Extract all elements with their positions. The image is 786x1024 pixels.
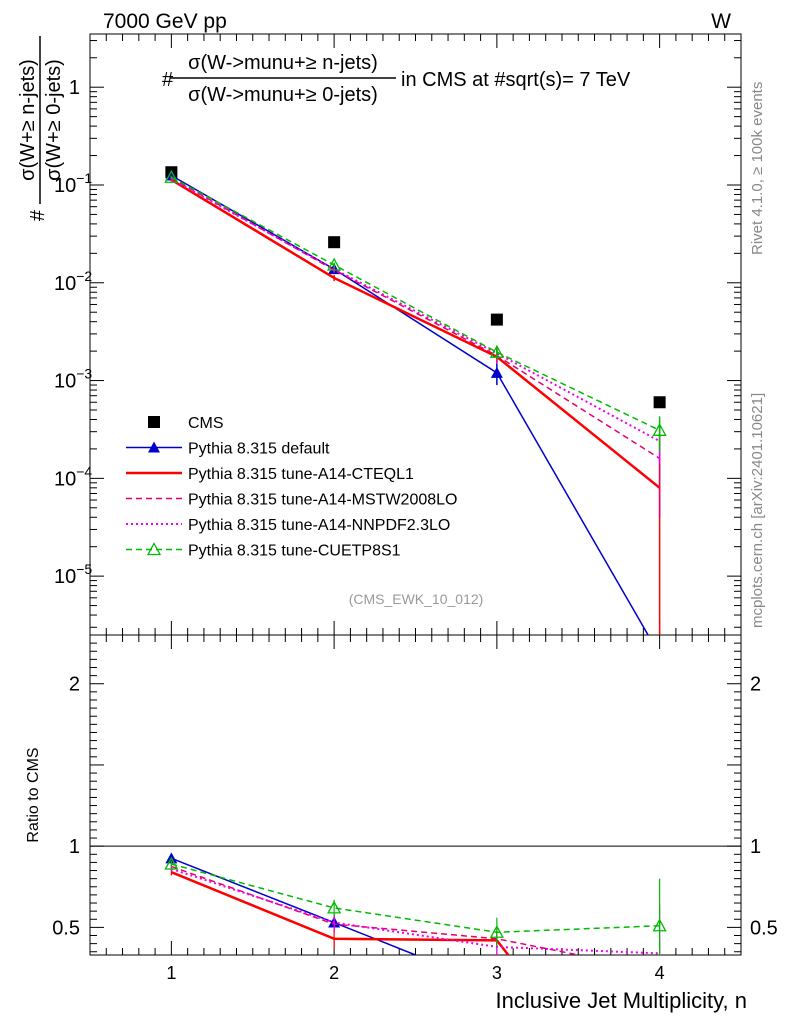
main-title: # σ(W->munu+≥ n-jets) σ(W->munu+≥ 0-jets… <box>162 52 631 106</box>
svg-text:σ(W->munu+≥ n-jets): σ(W->munu+≥ n-jets) <box>188 52 378 74</box>
ratio-series-pythia-8-315-tune-cuetp8s1 <box>164 856 667 955</box>
ratio-series <box>164 852 667 955</box>
y-tick-label: 10−5 <box>54 561 92 588</box>
data-point-marker <box>489 924 504 938</box>
data-point-marker <box>490 366 503 378</box>
legend-label: Pythia 8.315 tune-A14-MSTW2008LO <box>188 492 457 509</box>
y-tick-label: 10−2 <box>54 268 92 295</box>
ratio-y-tick-label: 1 <box>69 836 80 858</box>
data-point-marker <box>328 236 341 249</box>
series-line <box>171 177 661 460</box>
x-tick-label: 2 <box>329 963 339 983</box>
series-line <box>171 174 649 635</box>
legend-label: Pythia 8.315 tune-A14-NNPDF2.3LO <box>188 517 450 534</box>
data-point-marker <box>146 542 162 556</box>
y-tick-label: 10−3 <box>54 366 92 393</box>
legend-entry: Pythia 8.315 tune-A14-MSTW2008LO <box>126 492 457 509</box>
x-tick-label: 4 <box>655 963 665 983</box>
svg-text:in CMS at #sqrt(s)= 7 TeV: in CMS at #sqrt(s)= 7 TeV <box>401 69 631 91</box>
data-point-marker <box>327 900 342 914</box>
series-pythia-8-315-tune-cuetp8s1 <box>164 169 667 452</box>
data-point-marker <box>164 856 179 870</box>
legend-label: Pythia 8.315 tune-A14-CTEQL1 <box>188 466 414 483</box>
y-axis-label: σ(W+≥ n-jets) σ(W+≥ 0-jets) # <box>17 36 65 221</box>
y-tick-label: 1 <box>69 77 80 99</box>
ratio-line <box>171 857 416 955</box>
analysis-tag: (CMS_EWK_10_012) <box>349 591 484 607</box>
series-pythia-8-315-default <box>165 169 649 635</box>
main-series <box>164 166 667 635</box>
legend-marker <box>148 416 160 428</box>
y-tick-label: 10−1 <box>54 170 92 197</box>
legend-entry: Pythia 8.315 tune-CUETP8S1 <box>126 542 401 560</box>
ratio-y-axis-label: Ratio to CMS <box>25 747 42 842</box>
data-point-marker <box>327 257 342 271</box>
svg-text:σ(W->munu+≥ 0-jets): σ(W->munu+≥ 0-jets) <box>188 84 378 106</box>
rivet-label: Rivet 4.1.0, ≥ 100k events <box>749 82 766 255</box>
ratio-y-tick-label-right: 0.5 <box>750 917 778 939</box>
svg-text:σ(W+≥ 0-jets): σ(W+≥ 0-jets) <box>43 59 65 181</box>
x-axis-label: Inclusive Jet Multiplicity, n <box>496 988 747 1013</box>
ratio-y-tick-label-right: 2 <box>750 674 761 696</box>
legend-label: Pythia 8.315 tune-CUETP8S1 <box>188 543 401 560</box>
data-point-marker <box>489 344 504 358</box>
ratio-y-tick-label: 0.5 <box>52 917 80 939</box>
legend: CMS Pythia 8.315 default Pythia 8.315 tune… <box>126 415 457 560</box>
data-point-marker <box>490 313 503 326</box>
series-line <box>170 178 661 443</box>
legend-label: CMS <box>188 415 224 432</box>
data-point-marker <box>148 441 160 453</box>
axis-ticks: 1 10−1 10−2 10−3 10−4 10−5 1 2 3 4 0.5 0.5 1 1 2 2 <box>52 34 778 983</box>
ratio-y-tick-label-right: 1 <box>750 836 761 858</box>
ratio-y-tick-label: 2 <box>69 674 80 696</box>
legend-entry: CMS <box>148 415 224 432</box>
process-label: W <box>711 10 731 33</box>
energy-label: 7000 GeV pp <box>103 10 227 33</box>
x-tick-label: 1 <box>166 963 176 983</box>
data-point-marker <box>652 918 667 932</box>
ratio-series-pythia-8-315-tune-a14-nnpdf2-3lo <box>170 865 661 955</box>
ratio-line <box>171 865 579 955</box>
legend-entry: Pythia 8.315 default <box>126 441 330 458</box>
ratio-line <box>171 867 660 955</box>
series-line <box>171 176 660 431</box>
data-point-marker <box>652 422 667 436</box>
legend-entry: Pythia 8.315 tune-A14-NNPDF2.3LO <box>126 517 450 534</box>
svg-text:σ(W+≥ n-jets): σ(W+≥ n-jets) <box>17 59 39 181</box>
data-point-marker <box>653 396 666 409</box>
svg-text:#: # <box>162 69 174 91</box>
y-tick-label: 10−4 <box>54 463 92 490</box>
legend-entry: Pythia 8.315 tune-A14-CTEQL1 <box>126 466 414 483</box>
ratio-plot-frame <box>89 634 742 956</box>
series-line <box>170 178 661 489</box>
mcplots-label: mcplots.cern.ch [arXiv:2401.10621] <box>749 393 766 628</box>
data-point-marker <box>164 169 179 183</box>
legend-label: Pythia 8.315 default <box>188 441 330 458</box>
series-pythia-8-315-tune-a14-cteql1 <box>170 178 661 635</box>
x-tick-label: 3 <box>492 963 502 983</box>
svg-text:#: # <box>27 209 49 221</box>
ratio-series-pythia-8-315-tune-a14-mstw2008lo <box>170 863 579 955</box>
ratio-line <box>171 863 660 934</box>
series-cms <box>165 166 666 409</box>
